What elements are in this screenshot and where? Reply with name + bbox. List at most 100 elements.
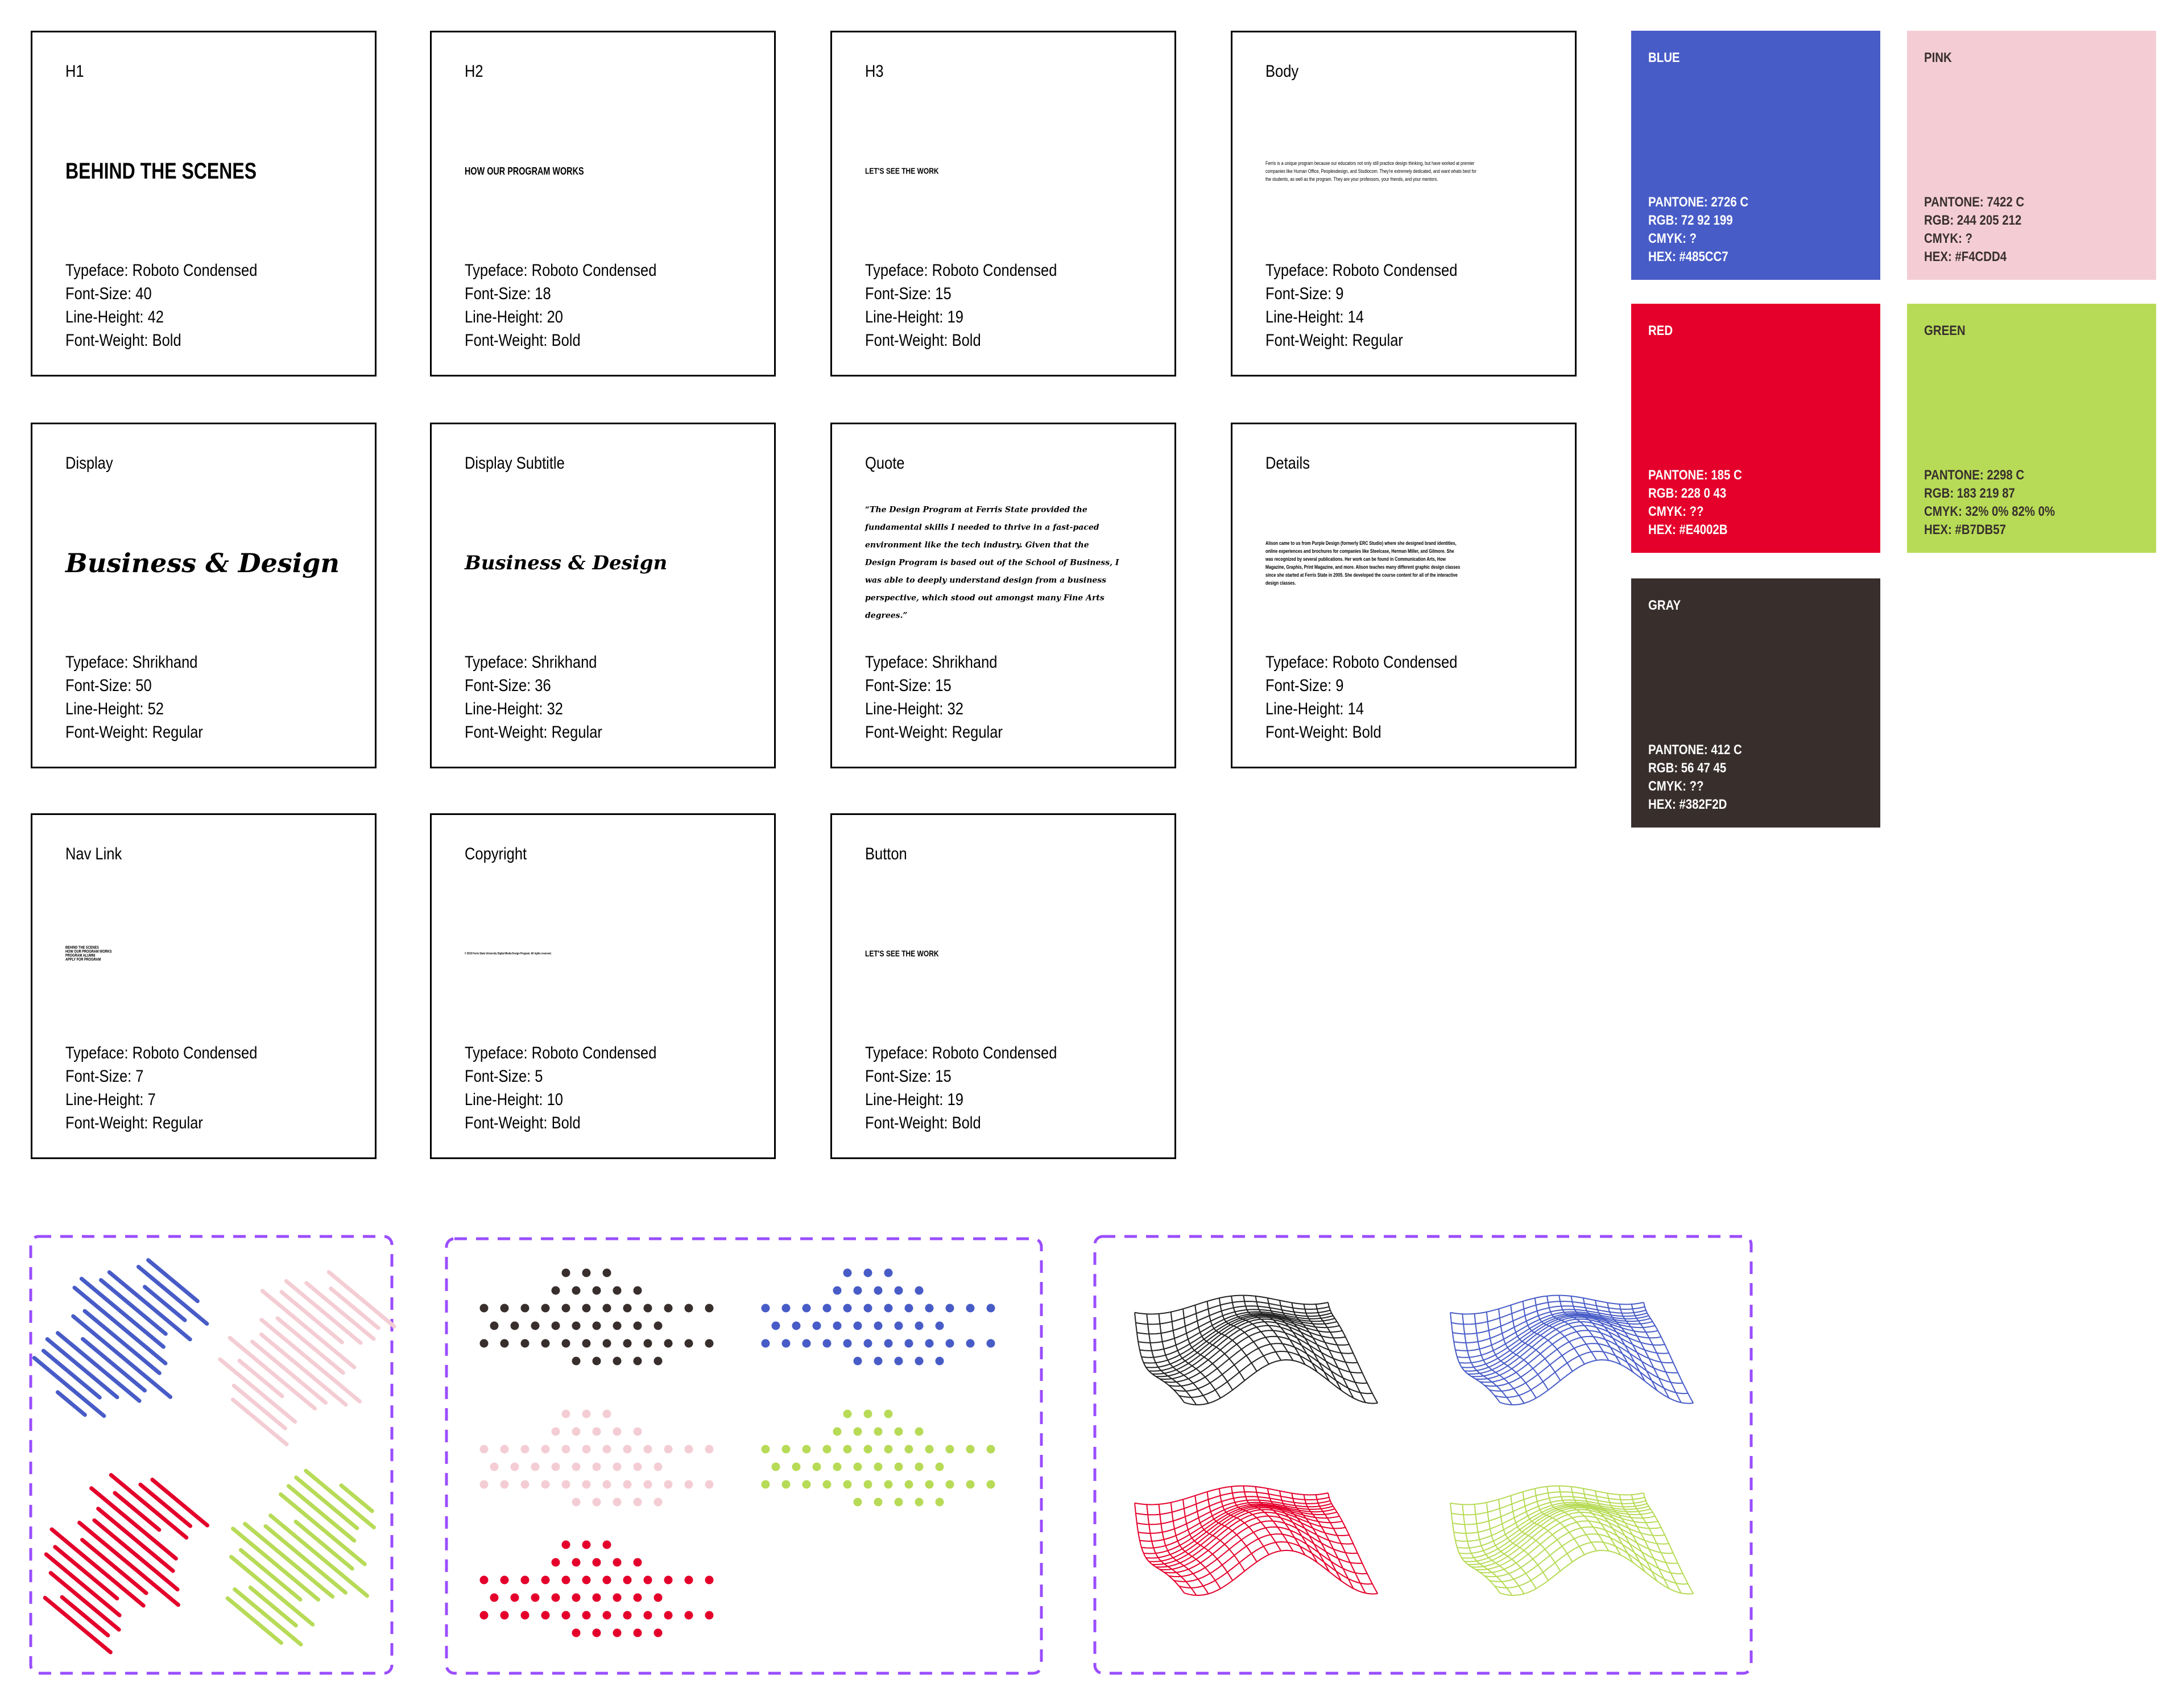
- swatch-name: GREEN: [1924, 323, 1966, 338]
- type-card: Display Business & Design Typeface: Shrikh…: [31, 423, 377, 768]
- type-card: H2 HOW OUR PROGRAM WORKS Typeface: Roboto …: [430, 31, 776, 377]
- dot: [833, 1462, 842, 1471]
- dot: [531, 1321, 540, 1330]
- swatch-value: CMYK: ?: [1924, 231, 1972, 246]
- dot: [705, 1611, 714, 1620]
- sample-text: LET'S SEE THE WORK: [865, 166, 939, 176]
- swatch-values: PANTONE: 2298 C RGB: 183 219 87 CMYK: 32% …: [1924, 466, 2078, 539]
- dot: [802, 1339, 811, 1348]
- stripe: [279, 1290, 344, 1345]
- mesh-line: [1173, 1343, 1367, 1392]
- stripe: [107, 1270, 192, 1342]
- mesh-line: [1558, 1486, 1610, 1552]
- dot: [479, 1445, 489, 1454]
- dot: [705, 1304, 714, 1313]
- dot: [802, 1480, 811, 1489]
- dot: [520, 1480, 530, 1489]
- stripe: [92, 1518, 180, 1592]
- dot: [561, 1611, 570, 1620]
- dot: [945, 1480, 954, 1489]
- mesh-line: [1152, 1509, 1346, 1565]
- dot: [664, 1575, 673, 1585]
- sample-line: BEHIND THE SCENES: [65, 946, 99, 950]
- dot: [986, 1304, 995, 1313]
- swatch-value: PANTONE: 2726 C: [1648, 195, 1749, 210]
- mesh-line: [1291, 1493, 1342, 1582]
- dot: [894, 1356, 903, 1366]
- dot: [884, 1268, 893, 1277]
- dot: [561, 1575, 570, 1585]
- dot: [894, 1462, 903, 1471]
- dot: [572, 1286, 581, 1295]
- swatch-values: PANTONE: 412 C RGB: 56 47 45 CMYK: ?? HEX: …: [1648, 741, 1759, 814]
- mesh-line: [1169, 1526, 1363, 1578]
- dot: [582, 1540, 591, 1549]
- type-sample: © 2019 Ferris State University Digital M…: [465, 951, 573, 957]
- dot: [500, 1611, 509, 1620]
- dot: [520, 1339, 530, 1348]
- dot: [551, 1427, 560, 1436]
- dot: [653, 1593, 663, 1602]
- spec-line: Font-Weight: Bold: [465, 1114, 581, 1132]
- dot: [572, 1356, 581, 1366]
- spec-line: Font-Weight: Bold: [865, 331, 981, 350]
- stripe: [260, 1289, 357, 1370]
- dot: [986, 1445, 995, 1454]
- stripe: [72, 1285, 168, 1366]
- dot: [541, 1480, 550, 1489]
- stripe: [286, 1484, 357, 1543]
- spec-line: Line-Height: 32: [465, 700, 563, 718]
- swatch-value: CMYK: ??: [1648, 504, 1704, 519]
- mesh-line: [1479, 1330, 1673, 1383]
- color-swatch: GREEN PANTONE: 2298 C RGB: 183 219 87 CMYK:…: [1907, 304, 2156, 553]
- spec-line: Font-Size: 15: [865, 284, 952, 303]
- dot: [945, 1339, 954, 1348]
- spec-line: Font-Size: 40: [65, 284, 152, 303]
- spec-line: Typeface: Roboto Condensed: [465, 1044, 657, 1062]
- dot: [843, 1339, 852, 1348]
- spec-line: Line-Height: 52: [65, 700, 164, 718]
- dot: [613, 1498, 622, 1507]
- dot: [551, 1462, 560, 1471]
- dot: [633, 1558, 642, 1567]
- mesh-line: [1141, 1313, 1335, 1358]
- spec-line: Font-Weight: Bold: [1265, 723, 1381, 742]
- swatch-value: RGB: 72 92 199: [1648, 213, 1733, 228]
- spec-line: Font-Size: 50: [65, 676, 152, 695]
- dot: [771, 1321, 780, 1330]
- dot: [853, 1356, 862, 1366]
- type-card: H1 BEHIND THE SCENES Typeface: Roboto Cond…: [31, 31, 377, 377]
- spec-line: Font-Size: 18: [465, 284, 551, 303]
- dot: [561, 1445, 570, 1454]
- dot: [761, 1304, 770, 1313]
- mesh-line: [1457, 1313, 1651, 1358]
- type-specs: Typeface: Roboto Condensed Font-Size: 5 Li…: [465, 1041, 656, 1135]
- sample-text: Alison came to us from Purple Design (fo…: [1265, 540, 1461, 586]
- dot: [479, 1339, 489, 1348]
- stripe: [113, 1491, 162, 1532]
- mesh-line: [1619, 1494, 1670, 1589]
- type-specs: Typeface: Shrikhand Font-Size: 50 Line-Hei…: [65, 651, 203, 744]
- dot: [643, 1611, 652, 1620]
- type-card: Button LET'S SEE THE WORK Typeface: Roboto…: [830, 813, 1176, 1159]
- dot: [479, 1611, 489, 1620]
- stripe: [229, 1554, 315, 1627]
- dot: [572, 1558, 581, 1567]
- dot: [541, 1304, 550, 1313]
- dot: [925, 1339, 934, 1348]
- type-specs: Typeface: Roboto Condensed Font-Size: 40 L…: [65, 259, 257, 352]
- dot: [561, 1304, 570, 1313]
- dot: [884, 1304, 893, 1313]
- pattern-frame: [1093, 1235, 1753, 1675]
- stripe: [225, 1596, 283, 1645]
- mesh-line: [1494, 1541, 1688, 1589]
- dot: [653, 1462, 663, 1471]
- dot: [541, 1611, 550, 1620]
- dot: [582, 1268, 591, 1277]
- dot: [510, 1593, 519, 1602]
- type-card: Quote “The Design Program at Ferris State…: [830, 423, 1176, 768]
- stripe: [56, 1331, 142, 1403]
- stripe: [146, 1258, 200, 1304]
- mesh-line: [1141, 1503, 1335, 1549]
